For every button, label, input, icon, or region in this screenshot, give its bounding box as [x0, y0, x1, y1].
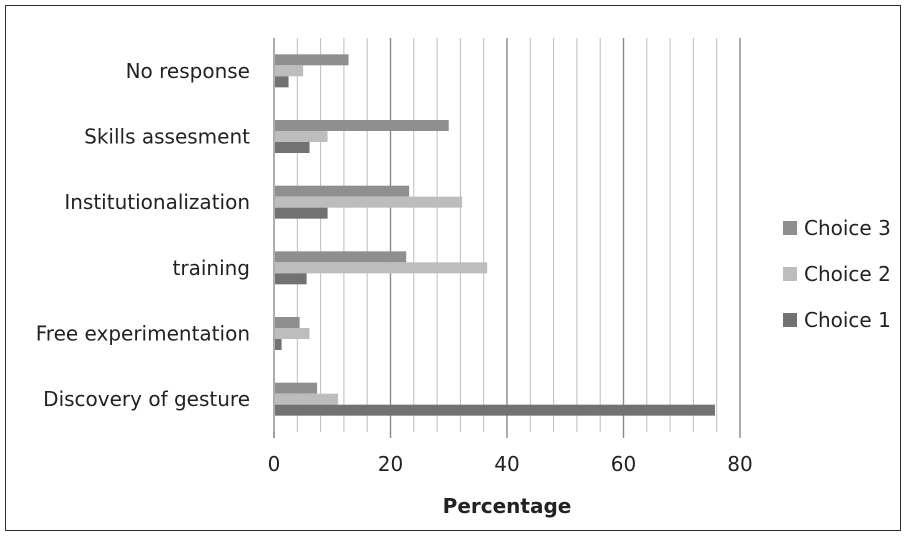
category-label: training — [173, 256, 250, 280]
bar-choice-3 — [275, 317, 300, 328]
bar-choice-1 — [275, 207, 328, 219]
category-label: No response — [126, 59, 250, 83]
bar-choice-3 — [275, 251, 407, 263]
bar-choice-1 — [275, 273, 307, 285]
bar-choice-2 — [275, 262, 488, 274]
bar-choice-3 — [275, 382, 318, 394]
x-axis-label: Percentage — [443, 494, 572, 518]
x-tick-labels: 0 20 40 60 80 — [268, 452, 753, 476]
x-tick-label: 40 — [494, 452, 519, 476]
bar-choice-1 — [275, 404, 715, 416]
bar-choice-2 — [275, 65, 304, 77]
x-tick-label: 20 — [378, 452, 403, 476]
category-label: Institutionalization — [64, 190, 250, 214]
legend-swatch — [783, 267, 797, 281]
bar-choice-3 — [275, 54, 349, 66]
grid-lines — [273, 38, 741, 438]
legend-label: Choice 2 — [804, 262, 891, 286]
category-label: Skills assesment — [84, 125, 250, 149]
bar-choice-2 — [275, 131, 328, 142]
bar-choice-1 — [275, 339, 282, 350]
legend: Choice 3 Choice 2 Choice 1 — [783, 216, 891, 332]
category-labels: No response Skills assesment Institutional… — [36, 59, 250, 411]
bar-choice-2 — [275, 328, 310, 339]
legend-label: Choice 1 — [804, 308, 891, 332]
legend-swatch — [783, 221, 797, 235]
x-tick-label: 80 — [727, 452, 752, 476]
category-label: Discovery of gesture — [43, 387, 250, 411]
bars — [275, 54, 715, 416]
x-tick-label: 60 — [611, 452, 636, 476]
bar-choice-1 — [275, 76, 289, 88]
legend-swatch — [783, 313, 797, 327]
bar-choice-3 — [275, 185, 410, 197]
bar-choice-3 — [275, 120, 449, 131]
category-label: Free experimentation — [36, 322, 250, 346]
x-tick-label: 0 — [268, 452, 281, 476]
bar-choice-1 — [275, 142, 310, 153]
bar-choice-2 — [275, 196, 463, 208]
legend-label: Choice 3 — [804, 216, 891, 240]
bar-choice-2 — [275, 393, 339, 405]
